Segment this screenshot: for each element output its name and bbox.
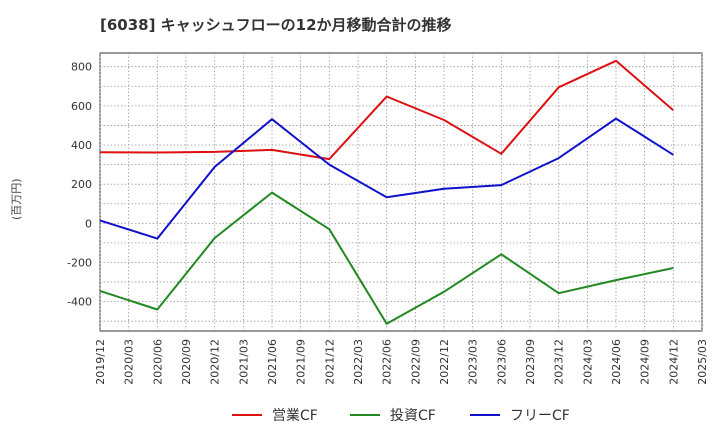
plot-area [99, 52, 703, 332]
x-tick-label: 2024/12 [667, 339, 680, 385]
legend-label-1: 投資CF [390, 408, 436, 424]
x-tick-label: 2025/03 [696, 339, 709, 385]
legend: 営業CF 投資CF フリーCF [232, 408, 570, 424]
plot-frame [99, 52, 703, 332]
x-tick-label: 2019/12 [94, 339, 107, 385]
x-tick-labels: 2019/12 2020/03 2020/06 2020/09 2020/12 2021/… [94, 339, 709, 385]
y-tick-label: 0 [85, 217, 92, 230]
x-tick-label: 2023/06 [495, 339, 508, 385]
legend-label-2: フリーCF [510, 408, 570, 424]
y-tick-label: 400 [71, 139, 92, 152]
y-tick-label: -400 [67, 296, 92, 309]
x-tick-label: 2020/09 [180, 339, 193, 385]
y-tick-label: 200 [71, 178, 92, 191]
x-tick-label: 2022/06 [381, 339, 394, 385]
x-tick-label: 2021/12 [323, 339, 336, 385]
x-tick-label: 2020/12 [209, 339, 222, 385]
gridlines [99, 53, 703, 331]
x-tick-label: 2020/03 [123, 339, 136, 385]
y-tick-label: 600 [71, 100, 92, 113]
y-tick-labels: -400 -200 0 200 400 600 800 [67, 61, 92, 309]
y-tick-label: 800 [71, 61, 92, 74]
x-tick-label: 2022/03 [352, 339, 365, 385]
legend-label-0: 営業CF [272, 408, 318, 424]
x-tick-label: 2023/09 [524, 339, 537, 385]
x-tick-label: 2023/03 [467, 339, 480, 385]
x-tick-label: 2024/09 [639, 339, 652, 385]
x-tick-label: 2021/03 [237, 339, 250, 385]
chart-title: [6038] キャッシュフローの12か月移動合計の推移 [100, 16, 452, 34]
x-tick-label: 2023/12 [553, 339, 566, 385]
x-tick-label: 2024/03 [581, 339, 594, 385]
y-tick-label: -200 [67, 256, 92, 269]
x-tick-label: 2021/09 [295, 339, 308, 385]
x-tick-label: 2022/09 [409, 339, 422, 385]
x-tick-label: 2020/06 [151, 339, 164, 385]
x-tick-label: 2022/12 [438, 339, 451, 385]
series-lines [99, 59, 674, 325]
x-tick-label: 2021/06 [266, 339, 279, 385]
x-tick-label: 2024/06 [610, 339, 623, 385]
